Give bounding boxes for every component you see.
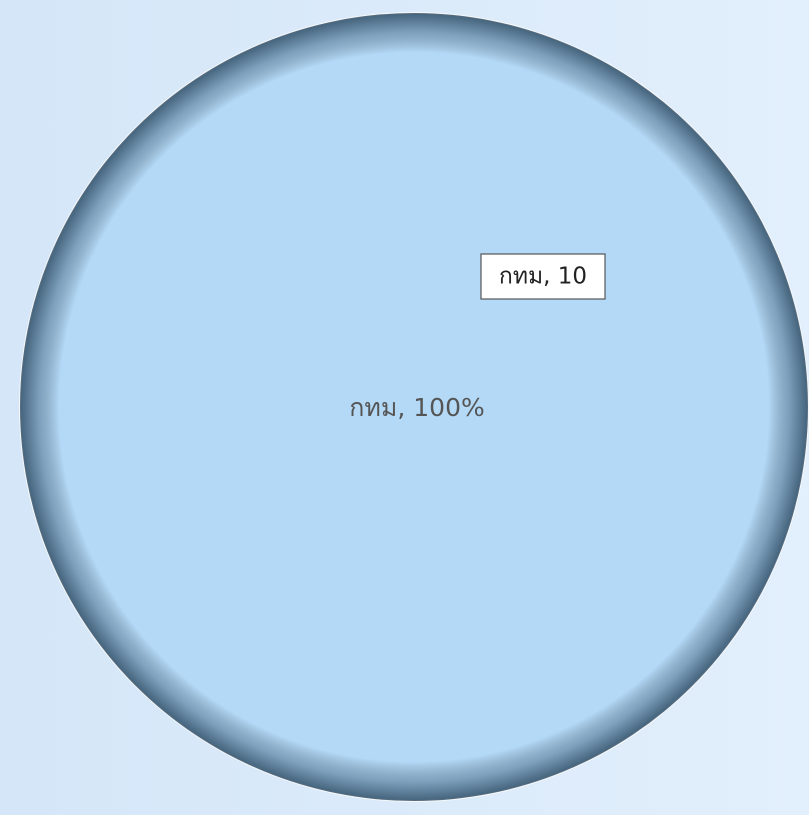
tooltip-box [480, 253, 606, 300]
tooltip-text: กทม, 10 [499, 264, 587, 290]
tooltip: กทม, 10 [480, 253, 606, 300]
data-label: กทม, 100% [349, 393, 484, 422]
pie [19, 12, 809, 802]
slice-shade [20, 13, 808, 801]
labels: กทม, 100% [349, 393, 484, 422]
